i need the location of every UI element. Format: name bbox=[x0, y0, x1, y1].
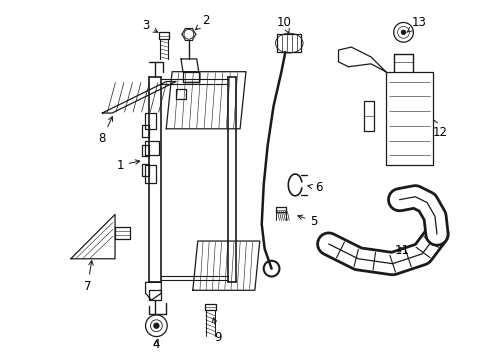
Circle shape bbox=[154, 323, 159, 328]
Text: 7: 7 bbox=[83, 261, 93, 293]
Text: 5: 5 bbox=[297, 215, 317, 228]
Text: 8: 8 bbox=[99, 117, 112, 145]
Text: 4: 4 bbox=[152, 338, 160, 351]
Text: 3: 3 bbox=[142, 19, 158, 32]
Text: 10: 10 bbox=[276, 16, 291, 33]
Text: 6: 6 bbox=[307, 181, 322, 194]
Text: 13: 13 bbox=[406, 16, 426, 32]
Text: 9: 9 bbox=[212, 318, 222, 344]
Text: 2: 2 bbox=[195, 14, 209, 30]
Text: 12: 12 bbox=[431, 120, 447, 139]
Circle shape bbox=[401, 30, 405, 34]
Text: 11: 11 bbox=[394, 244, 409, 257]
Text: 1: 1 bbox=[116, 159, 140, 172]
